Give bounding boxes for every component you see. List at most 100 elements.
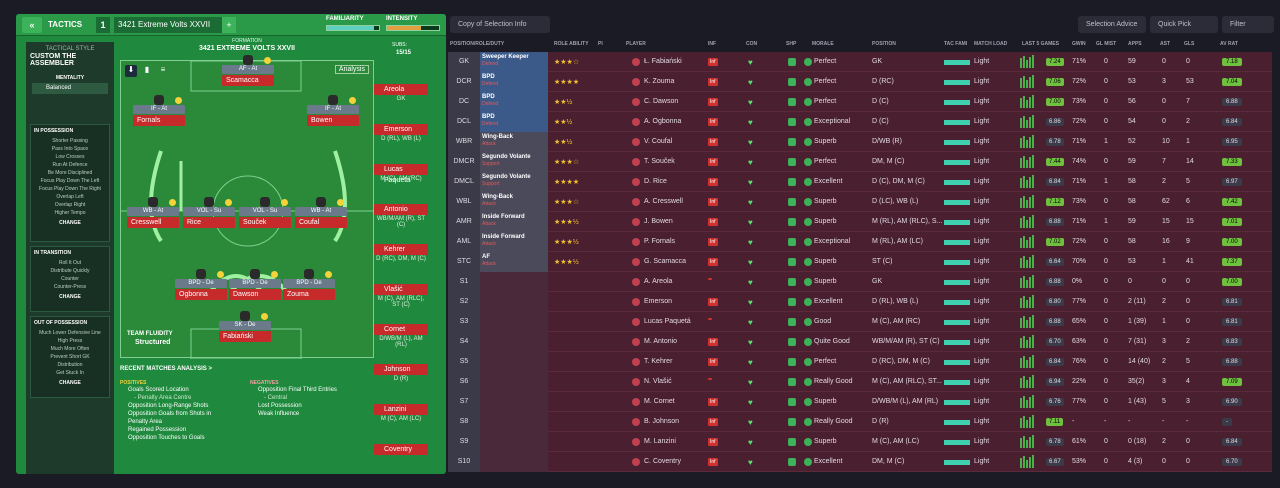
table-row[interactable]: DCR BPD Defend ★★★★ K. Zouma Inf ♥ Perfect D (RC… [448,72,1272,92]
sub-player-name[interactable]: Vlašić [374,284,428,295]
player-name[interactable]: N. Vlašić [644,378,672,385]
player-name[interactable]: K. Zouma [644,78,675,85]
position-slot[interactable]: DCR [448,72,480,92]
position-slot[interactable]: AML [448,232,480,252]
in-possession-change-button[interactable]: CHANGE [59,220,81,226]
analysis-button[interactable]: Analysis [334,65,369,74]
player-name[interactable]: Zouma [283,289,335,300]
filter-button[interactable]: Filter [1222,16,1274,33]
player-name[interactable]: B. Johnson [644,418,680,425]
column-header[interactable]: CON [746,41,758,47]
table-row[interactable]: AMR Inside Forward Attack ★★★½ J. Bowen Inf ♥ S… [448,212,1272,232]
column-header[interactable]: MATCH LOAD [974,41,1008,47]
role-duty[interactable]: Wing-Back Attack [480,192,548,212]
role-duty[interactable] [480,452,548,472]
sub-player[interactable]: Kehrer D (RC), DM, M (C) [374,244,428,262]
copy-selection-dropdown[interactable]: Copy of Selection Info [450,16,550,33]
player-name[interactable]: P. Fornals [644,238,675,245]
sub-player-name[interactable]: Emerson [374,124,428,135]
player-name[interactable]: T. Souček [644,158,675,165]
position-slot[interactable]: DMCR [448,152,480,172]
player-name[interactable]: Scamacca [222,75,274,86]
sub-player-name[interactable]: Areola [374,84,428,95]
position-slot[interactable]: S5 [448,352,480,372]
column-header[interactable]: APPS [1128,41,1142,47]
position-slot[interactable]: S2 [448,292,480,312]
player-name[interactable]: G. Scamacca [644,258,687,265]
player-name[interactable]: Ogbonna [175,289,227,300]
player-role[interactable]: WB - At [295,207,347,216]
player-name[interactable]: Dawson [229,289,281,300]
out-of-possession-change-button[interactable]: CHANGE [59,380,81,386]
player-role[interactable]: BPD - De [175,279,227,288]
player-role[interactable]: BPD - De [283,279,335,288]
sub-player[interactable]: Antonio WB/M/AM (R), ST (C) [374,204,428,228]
table-row[interactable]: S5 T. Kehrer Inf ♥ Perfect D (RC), DM, M (C) L… [448,352,1272,372]
sub-player[interactable]: Areola GK [374,84,428,102]
sub-player-name[interactable]: Cornet [374,324,428,335]
table-row[interactable]: S10 C. Coventry Inf ♥ Excellent DM, M (C) Ligh… [448,452,1272,472]
role-duty[interactable] [480,392,548,412]
player-name[interactable]: Ł. Fabiański [644,58,682,65]
player-role[interactable]: BPD - De [229,279,281,288]
position-slot[interactable]: S10 [448,452,480,472]
player-name[interactable]: J. Bowen [644,218,673,225]
column-header[interactable]: SHP [786,41,797,47]
player-role[interactable]: IF - At [133,105,185,114]
player-name[interactable]: M. Antonio [644,338,678,345]
position-slot[interactable]: DC [448,92,480,112]
position-slot[interactable]: AMR [448,212,480,232]
table-row[interactable]: WBL Wing-Back Attack ★★★☆ A. Cresswell Inf ♥ Su… [448,192,1272,212]
position-slot[interactable]: DCL [448,112,480,132]
position-slot[interactable]: S6 [448,372,480,392]
player-name[interactable]: D. Rice [644,178,667,185]
player-role[interactable]: SK - De [219,321,271,330]
sub-player[interactable]: Lucas Paquetá M (C), AM (RC) [374,164,428,184]
position-slot[interactable]: S3 [448,312,480,332]
player-name[interactable]: Lucas Paquetá [644,318,691,325]
sub-player-name[interactable]: Johnson [374,364,428,375]
mentality-dropdown[interactable]: Balanced [32,83,108,94]
position-slot[interactable]: S4 [448,332,480,352]
table-row[interactable]: AML Inside Forward Attack ★★★½ P. Fornals Inf… [448,232,1272,252]
in-transition-change-button[interactable]: CHANGE [59,294,81,300]
formation-name[interactable]: 3421 EXTREME VOLTS XXVII [199,45,295,52]
player-role[interactable]: WB - At [127,207,179,216]
sub-player[interactable]: Johnson D (R) [374,364,428,382]
table-row[interactable]: S8 B. Johnson Inf ♥ Really Good D (R) Light 7.1… [448,412,1272,432]
player-name[interactable]: M. Lanzini [644,438,676,445]
column-header[interactable]: LAST 5 GAMES [1022,41,1059,47]
table-row[interactable]: DMCR Segundo Volante Support ★★★☆ T. Souček I… [448,152,1272,172]
column-header[interactable]: PI [598,41,603,47]
sub-player-name[interactable]: Kehrer [374,244,428,255]
sub-player[interactable]: Cornet D/WB/M (L), AM (RL) [374,324,428,348]
sub-player-name[interactable]: Lucas Paquetá [374,164,428,184]
position-slot[interactable]: DMCL [448,172,480,192]
player-name[interactable]: V. Coufal [644,138,673,145]
tactic-name-dropdown[interactable]: 3421 Extreme Volts XXVII [114,17,222,33]
sub-player-name[interactable]: Antonio [374,204,428,215]
player-name[interactable]: A. Areola [644,278,673,285]
list-icon[interactable]: ≡ [160,65,166,74]
player-role[interactable]: VOL - Su [183,207,235,216]
role-duty[interactable] [480,332,548,352]
role-duty[interactable]: Segundo Volante Support [480,152,548,172]
player-name[interactable]: A. Cresswell [644,198,683,205]
role-duty[interactable] [480,372,548,392]
player-name[interactable]: A. Ogbonna [644,118,682,125]
download-icon[interactable]: ⬇ [125,65,137,77]
player-name[interactable]: Fabiański [219,331,271,342]
player-name[interactable]: M. Cornet [644,398,675,405]
table-row[interactable]: S4 M. Antonio Inf ♥ Quite Good WB/M/AM (R), S… [448,332,1272,352]
selection-advice-button[interactable]: Selection Advice [1078,16,1146,33]
quick-pick-button[interactable]: Quick Pick [1150,16,1218,33]
column-header[interactable]: POSITION/ROLE/DUTY [450,41,505,47]
table-row[interactable]: S2 Emerson Inf ♥ Excellent D (RL), WB (L) Ligh… [448,292,1272,312]
role-duty[interactable]: AF Attack [480,252,548,272]
sub-player-name[interactable]: Lanzini [374,404,428,415]
position-slot[interactable]: STC [448,252,480,272]
player-name[interactable]: Fornals [133,115,185,126]
collapse-button[interactable]: « [22,17,42,33]
column-header[interactable]: GWIN [1072,41,1086,47]
position-slot[interactable]: S8 [448,412,480,432]
